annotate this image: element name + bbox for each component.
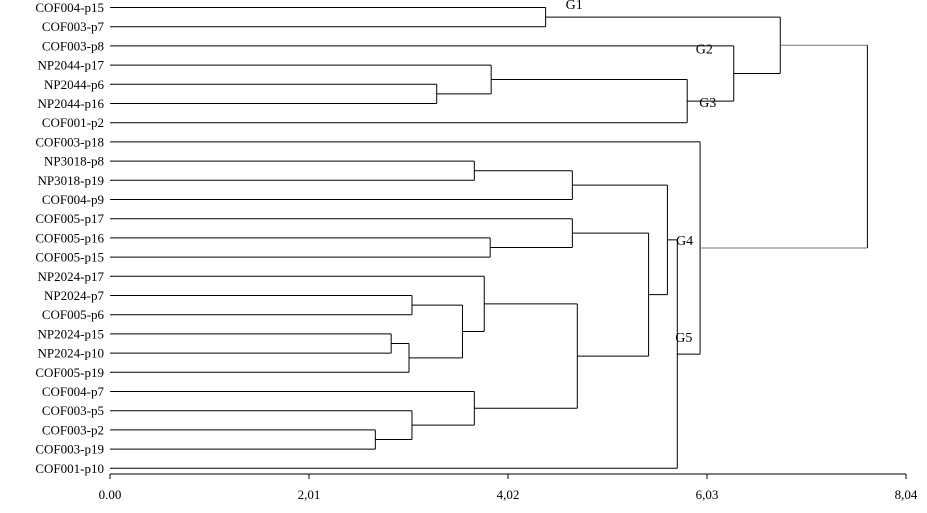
merge-m6 xyxy=(545,16,781,74)
leaf-label-cof005-p19: COF005-p19 xyxy=(35,365,104,380)
merge-m24 xyxy=(700,44,868,249)
merge-m11 xyxy=(110,295,413,316)
leaf-label-np3018-p8: NP3018-p8 xyxy=(44,154,104,169)
x-tick-label: 2,01 xyxy=(298,487,321,502)
merge-m23 xyxy=(110,141,701,355)
leaf-label-np2024-p15: NP2024-p15 xyxy=(38,326,104,341)
merge-m16 xyxy=(110,429,376,450)
merge-m17 xyxy=(110,410,413,440)
merge-m14 xyxy=(408,304,463,359)
x-tick-label: 6,03 xyxy=(696,487,719,502)
leaf-label-cof005-p15: COF005-p15 xyxy=(35,250,104,265)
x-tick-label: 0.00 xyxy=(99,487,122,502)
merge-m15 xyxy=(110,275,485,332)
merge-m13 xyxy=(110,343,410,373)
merge-m5 xyxy=(110,45,735,102)
leaf-label-cof003-p5: COF003-p5 xyxy=(42,403,104,418)
merge-m9 xyxy=(110,237,491,258)
leaf-label-cof005-p16: COF005-p16 xyxy=(35,230,104,245)
merge-m18 xyxy=(110,391,475,426)
merge-m10 xyxy=(110,218,573,248)
x-tick-label: 8,04 xyxy=(895,487,918,502)
merge-m4 xyxy=(110,79,688,124)
merge-m20 xyxy=(572,232,650,357)
group-label-g4: G4 xyxy=(676,234,693,249)
leaf-label-cof004-p7: COF004-p7 xyxy=(42,384,105,399)
leaf-label-np2044-p16: NP2044-p16 xyxy=(38,96,105,111)
leaf-label-np2044-p6: NP2044-p6 xyxy=(44,77,104,92)
merge-m8 xyxy=(110,170,573,200)
leaf-label-cof001-p2: COF001-p2 xyxy=(42,115,104,130)
leaf-label-cof005-p17: COF005-p17 xyxy=(35,211,104,226)
merge-m19 xyxy=(474,303,578,409)
group-label-g2: G2 xyxy=(696,43,713,58)
leaf-label-cof005-p6: COF005-p6 xyxy=(42,307,105,322)
merge-m7 xyxy=(110,160,475,181)
leaf-label-cof003-p8: COF003-p8 xyxy=(42,38,104,53)
leaf-label-cof003-p18: COF003-p18 xyxy=(35,134,104,149)
leaf-labels: COF004-p15 COF003-p7 COF003-p8 NP2044-p17 NP… xyxy=(35,0,104,476)
leaf-label-np3018-p19: NP3018-p19 xyxy=(38,173,104,188)
merge-m22 xyxy=(110,239,678,469)
leaf-label-cof003-p19: COF003-p19 xyxy=(35,442,104,457)
merge-m1 xyxy=(110,7,547,28)
group-label-g3: G3 xyxy=(699,96,716,111)
leaf-label-cof004-p15: COF004-p15 xyxy=(35,0,104,15)
dendrogram-tree xyxy=(110,7,868,469)
group-label-g5: G5 xyxy=(675,331,692,346)
leaf-label-np2044-p17: NP2044-p17 xyxy=(38,58,105,73)
merge-m3 xyxy=(110,64,492,95)
leaf-label-cof004-p9: COF004-p9 xyxy=(42,192,104,207)
leaf-label-cof003-p2: COF003-p2 xyxy=(42,422,104,437)
leaf-label-cof001-p10: COF001-p10 xyxy=(35,461,104,476)
leaf-label-np2024-p17: NP2024-p17 xyxy=(38,269,105,284)
merge-m12 xyxy=(110,333,392,354)
group-label-g1: G1 xyxy=(566,0,583,13)
merge-m21 xyxy=(572,184,668,296)
leaf-label-cof003-p7: COF003-p7 xyxy=(42,19,105,34)
x-axis: 0.00 2,01 4,02 6,03 8,04 xyxy=(99,473,918,502)
leaf-label-np2024-p10: NP2024-p10 xyxy=(38,346,104,361)
x-tick-label: 4,02 xyxy=(497,487,520,502)
leaf-label-np2024-p7: NP2024-p7 xyxy=(44,288,104,303)
merge-m2 xyxy=(110,83,438,104)
group-labels: G1 G2 G3 G4 G5 xyxy=(566,0,717,346)
